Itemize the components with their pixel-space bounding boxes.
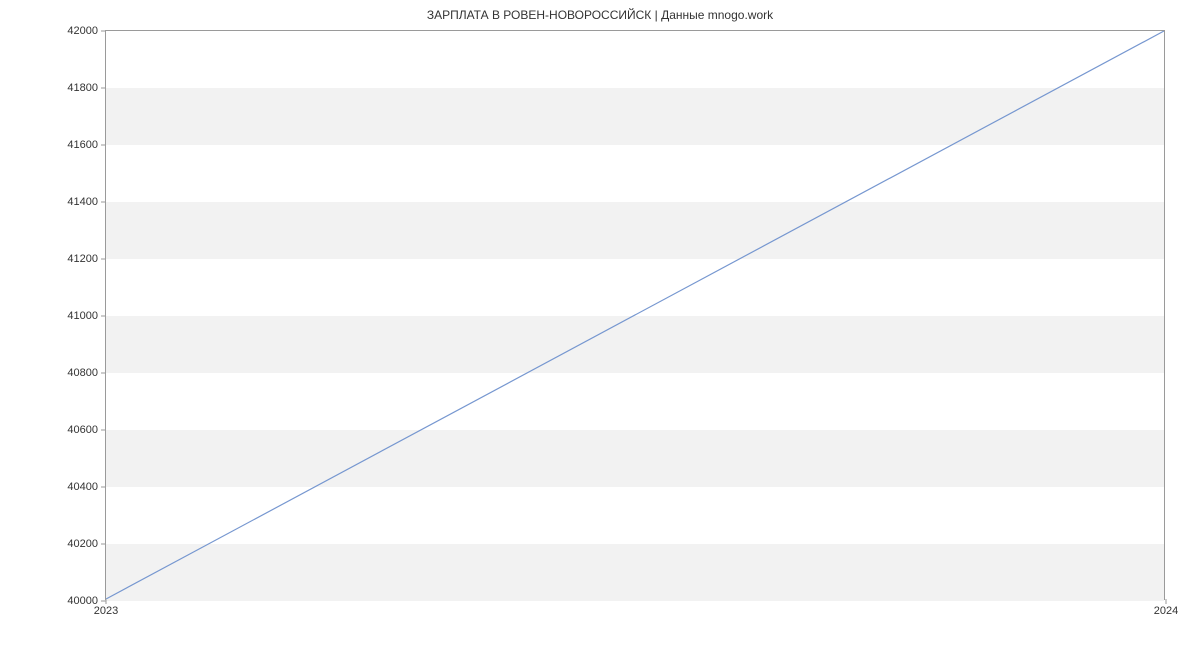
y-axis-tick-label: 40400 <box>67 481 98 493</box>
y-axis-tick-mark <box>101 373 106 374</box>
y-axis-tick-mark <box>101 430 106 431</box>
y-axis-tick-mark <box>101 259 106 260</box>
y-axis-tick-label: 41400 <box>67 196 98 208</box>
y-axis-tick-mark <box>101 202 106 203</box>
y-axis-tick-label: 41200 <box>67 253 98 265</box>
y-axis-tick-mark <box>101 145 106 146</box>
x-axis-tick-mark <box>1166 599 1167 604</box>
y-axis-tick-label: 41600 <box>67 139 98 151</box>
y-axis-tick-mark <box>101 487 106 488</box>
chart-grid-band <box>106 316 1164 373</box>
y-axis-tick-label: 40800 <box>67 367 98 379</box>
y-axis-tick-label: 40600 <box>67 424 98 436</box>
x-axis-tick-label: 2023 <box>94 605 118 617</box>
chart-grid-band <box>106 544 1164 601</box>
chart-grid-band <box>106 430 1164 487</box>
chart-grid-band <box>106 202 1164 259</box>
y-axis-tick-label: 40200 <box>67 538 98 550</box>
chart-plot-area: 4000040200404004060040800410004120041400… <box>105 30 1165 600</box>
y-axis-tick-mark <box>101 316 106 317</box>
y-axis-tick-mark <box>101 31 106 32</box>
y-axis-tick-mark <box>101 88 106 89</box>
chart-grid-band <box>106 88 1164 145</box>
chart-title: ЗАРПЛАТА В РОВЕН-НОВОРОССИЙСК | Данные m… <box>0 8 1200 22</box>
y-axis-tick-label: 41000 <box>67 310 98 322</box>
y-axis-tick-label: 42000 <box>67 25 98 37</box>
x-axis-tick-mark <box>106 599 107 604</box>
y-axis-tick-mark <box>101 544 106 545</box>
x-axis-tick-label: 2024 <box>1154 605 1178 617</box>
y-axis-tick-label: 41800 <box>67 82 98 94</box>
